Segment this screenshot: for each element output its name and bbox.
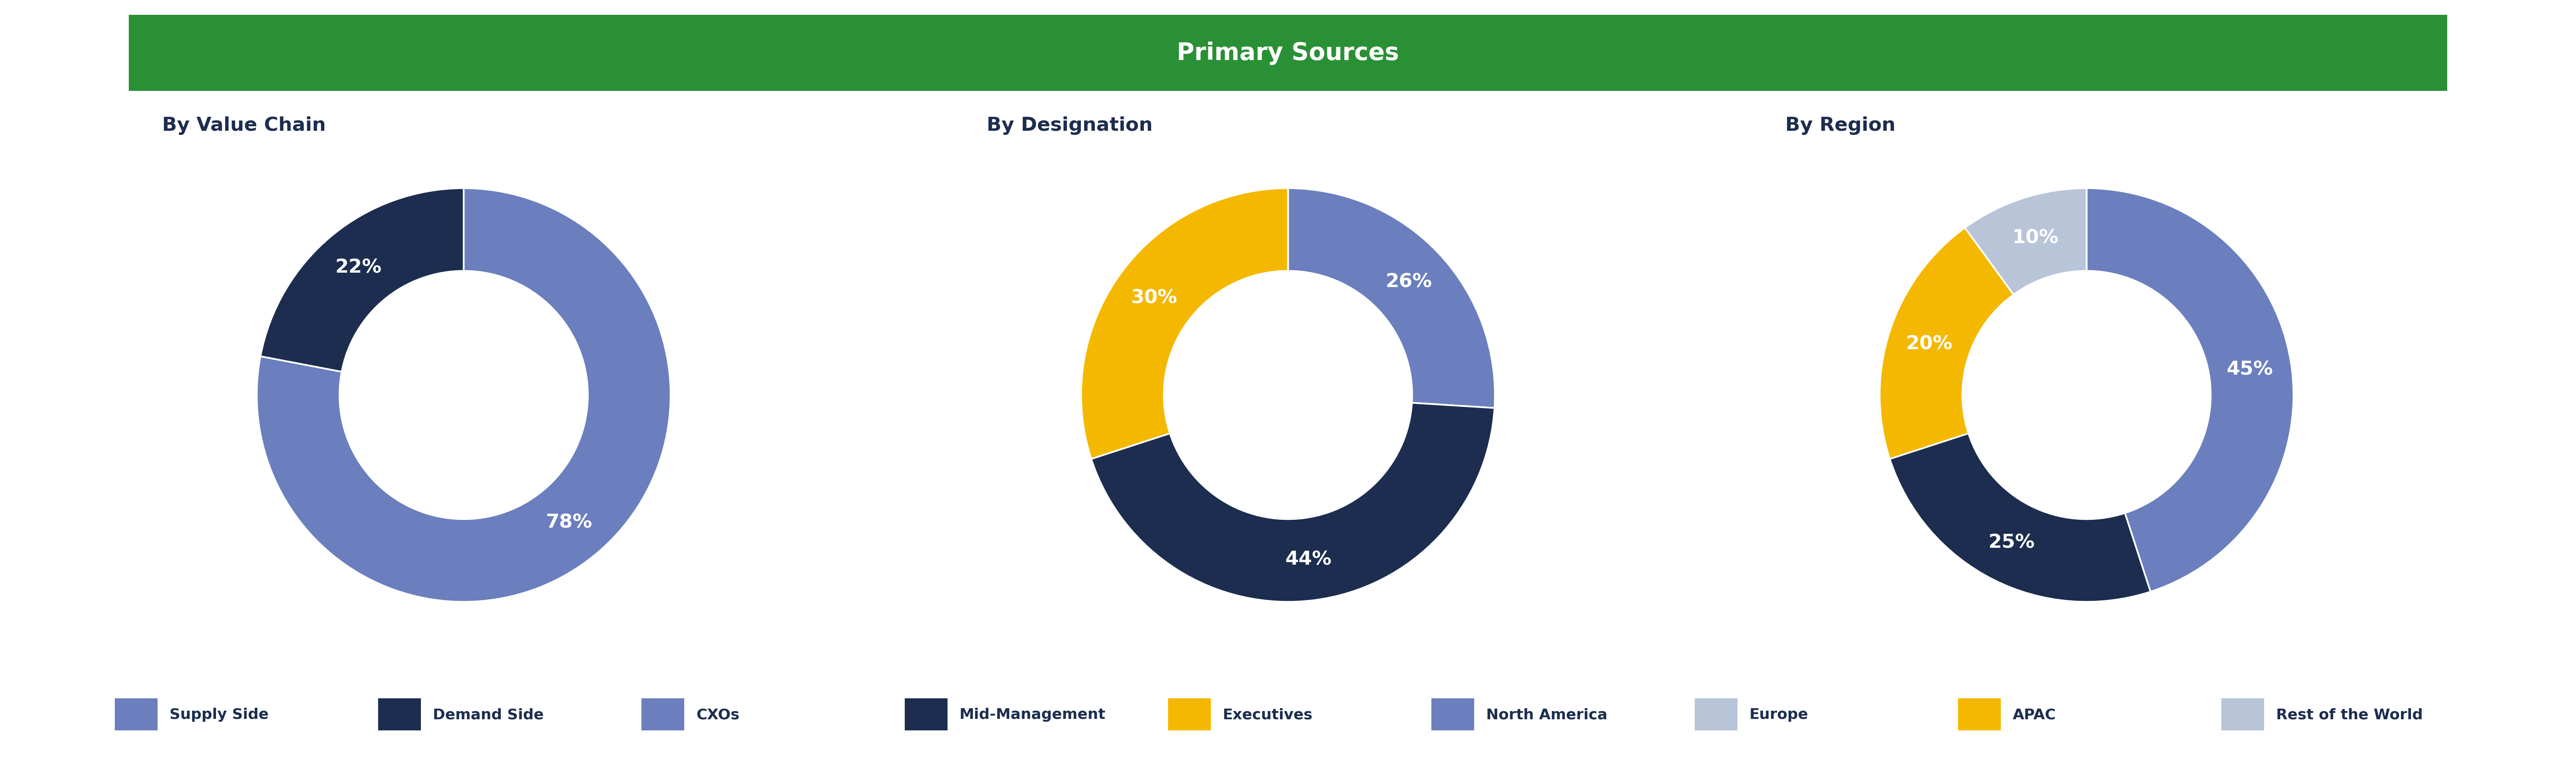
Text: Executives: Executives	[1224, 708, 1314, 721]
Text: North America: North America	[1486, 708, 1607, 721]
Text: Demand Side: Demand Side	[433, 708, 544, 721]
Text: Supply Side: Supply Side	[170, 708, 268, 721]
Text: By Designation: By Designation	[987, 116, 1151, 135]
Wedge shape	[1891, 433, 2151, 602]
FancyBboxPatch shape	[1167, 698, 1211, 730]
Text: By Value Chain: By Value Chain	[162, 116, 327, 135]
Text: Rest of the World: Rest of the World	[2277, 708, 2424, 721]
Wedge shape	[1082, 188, 1288, 459]
Wedge shape	[258, 188, 670, 602]
Text: 44%: 44%	[1285, 550, 1332, 568]
Text: 30%: 30%	[1131, 289, 1177, 307]
Text: APAC: APAC	[2012, 708, 2056, 721]
FancyBboxPatch shape	[2221, 698, 2264, 730]
Text: 25%: 25%	[1989, 534, 2035, 552]
Wedge shape	[1880, 228, 2014, 459]
Text: By Region: By Region	[1785, 116, 1896, 135]
Text: CXOs: CXOs	[696, 708, 739, 721]
FancyBboxPatch shape	[1695, 698, 1736, 730]
FancyBboxPatch shape	[1432, 698, 1473, 730]
Wedge shape	[1965, 188, 2087, 295]
Wedge shape	[1288, 188, 1494, 408]
Text: 22%: 22%	[335, 258, 381, 277]
Text: 26%: 26%	[1386, 273, 1432, 291]
Text: 78%: 78%	[546, 513, 592, 532]
FancyBboxPatch shape	[904, 698, 948, 730]
Text: Mid-Management: Mid-Management	[958, 708, 1105, 721]
Wedge shape	[2087, 188, 2293, 592]
Text: 10%: 10%	[2012, 229, 2058, 247]
FancyBboxPatch shape	[379, 698, 420, 730]
Text: 20%: 20%	[1906, 335, 1953, 353]
FancyBboxPatch shape	[1958, 698, 2002, 730]
Wedge shape	[260, 188, 464, 372]
FancyBboxPatch shape	[641, 698, 685, 730]
FancyBboxPatch shape	[116, 698, 157, 730]
Text: Primary Sources: Primary Sources	[1177, 42, 1399, 65]
Wedge shape	[1092, 403, 1494, 602]
Text: Europe: Europe	[1749, 708, 1808, 721]
Text: 45%: 45%	[2226, 360, 2275, 378]
